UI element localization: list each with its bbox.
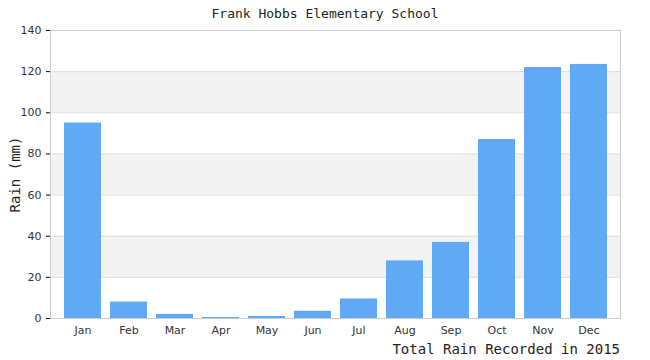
svg-text:Nov: Nov: [532, 324, 554, 337]
svg-text:Apr: Apr: [211, 324, 231, 337]
svg-text:May: May: [256, 324, 279, 337]
svg-text:60: 60: [28, 189, 42, 202]
svg-text:Aug: Aug: [394, 324, 415, 337]
svg-text:100: 100: [21, 106, 42, 119]
svg-text:140: 140: [21, 24, 42, 37]
svg-text:Rain (mm): Rain (mm): [7, 137, 23, 213]
svg-text:40: 40: [28, 230, 42, 243]
svg-text:Dec: Dec: [578, 324, 599, 337]
svg-text:Feb: Feb: [119, 324, 138, 337]
svg-text:Sep: Sep: [441, 324, 462, 337]
svg-text:120: 120: [21, 65, 42, 78]
html-text:Frank Hobbs Elementary School: Frank Hobbs Elementary School: [211, 6, 439, 21]
svg-text:Jul: Jul: [351, 324, 365, 337]
svg-text:20: 20: [28, 271, 42, 284]
html-text:Total Rain Recorded in 2015: Total Rain Recorded in 2015: [392, 341, 620, 357]
svg-text:Jun: Jun: [303, 324, 321, 337]
svg-text:80: 80: [28, 147, 42, 160]
svg-text:Mar: Mar: [165, 324, 186, 337]
svg-text:Oct: Oct: [487, 324, 507, 337]
svg-text:Jan: Jan: [74, 324, 92, 337]
svg-text:0: 0: [35, 312, 42, 325]
